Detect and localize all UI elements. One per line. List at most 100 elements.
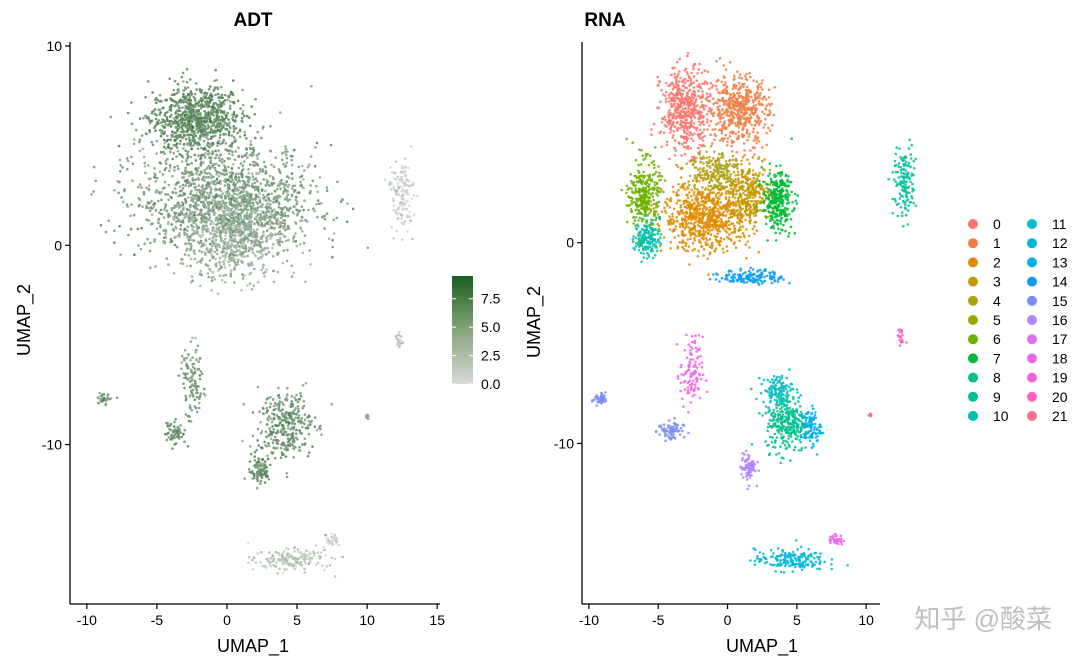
data-point (247, 181, 250, 184)
data-point (175, 191, 178, 195)
data-point (241, 210, 245, 213)
data-point (752, 104, 756, 108)
data-point (274, 431, 278, 435)
data-point (313, 416, 317, 419)
data-point (669, 121, 672, 125)
data-point (193, 92, 197, 96)
data-point (239, 241, 243, 245)
data-point (235, 197, 239, 200)
data-point (763, 112, 766, 116)
data-point (170, 436, 174, 440)
data-point (201, 195, 205, 199)
data-point (402, 207, 406, 211)
data-point (220, 202, 224, 206)
data-point (328, 539, 331, 543)
data-point (332, 218, 336, 222)
data-point (282, 162, 285, 166)
data-point (140, 226, 143, 230)
data-point (297, 165, 301, 169)
data-point (277, 213, 281, 216)
data-point (265, 229, 269, 232)
data-point (403, 198, 406, 202)
data-point (251, 434, 255, 438)
data-point (293, 205, 297, 208)
data-point (672, 134, 675, 137)
data-point (291, 154, 294, 158)
data-point (213, 204, 216, 208)
data-point (197, 401, 201, 405)
data-point (260, 221, 264, 225)
data-point (689, 83, 693, 86)
data-point (185, 356, 188, 360)
data-point (153, 112, 157, 116)
data-point (102, 397, 106, 400)
data-point (678, 112, 681, 115)
data-point (258, 167, 262, 171)
data-point (293, 567, 297, 571)
data-point (202, 192, 205, 195)
data-point (227, 165, 230, 169)
data-point (300, 215, 304, 219)
data-point (181, 219, 185, 222)
data-point (178, 109, 182, 113)
data-point (197, 360, 201, 363)
data-point (239, 250, 242, 254)
data-point (246, 222, 250, 226)
data-point (312, 207, 315, 210)
data-point (680, 143, 684, 146)
data-point (183, 348, 187, 352)
data-point (747, 135, 751, 139)
data-point (240, 222, 243, 226)
data-point (325, 212, 329, 215)
data-point (108, 397, 111, 401)
data-point (257, 457, 261, 461)
data-point (196, 240, 200, 244)
data-point (175, 126, 178, 129)
data-point (210, 129, 213, 133)
data-point (212, 110, 216, 114)
data-point (206, 123, 210, 127)
data-point (300, 417, 304, 420)
data-point (743, 153, 746, 157)
data-point (264, 401, 268, 405)
data-point (705, 92, 709, 95)
data-point (405, 192, 408, 196)
data-point (302, 186, 305, 190)
data-point (242, 402, 245, 406)
data-point (730, 150, 734, 153)
data-point (268, 174, 272, 178)
data-point (270, 420, 274, 424)
data-point (283, 418, 286, 422)
data-point (678, 142, 681, 145)
data-point (200, 185, 204, 188)
data-point (180, 367, 183, 371)
data-point (231, 226, 234, 230)
data-point (335, 216, 339, 220)
data-point (254, 136, 257, 140)
data-point (270, 221, 274, 224)
data-point (167, 436, 170, 439)
data-point (731, 111, 734, 114)
data-point (163, 126, 167, 129)
data-point (167, 212, 170, 216)
data-point (188, 248, 192, 252)
data-point (330, 402, 334, 406)
data-point (709, 133, 712, 136)
data-point (246, 208, 250, 212)
data-point (297, 416, 300, 420)
data-point (689, 120, 693, 124)
data-point (199, 134, 202, 137)
data-point (697, 120, 701, 123)
data-point (182, 176, 186, 179)
data-point (266, 246, 269, 250)
data-point (183, 172, 186, 175)
data-point (267, 478, 271, 481)
data-point (700, 100, 703, 104)
data-point (206, 127, 210, 130)
data-point (272, 408, 276, 412)
data-point (241, 439, 244, 443)
data-point (256, 439, 259, 442)
data-point (229, 180, 233, 184)
data-point (285, 433, 289, 437)
data-point (198, 377, 202, 381)
